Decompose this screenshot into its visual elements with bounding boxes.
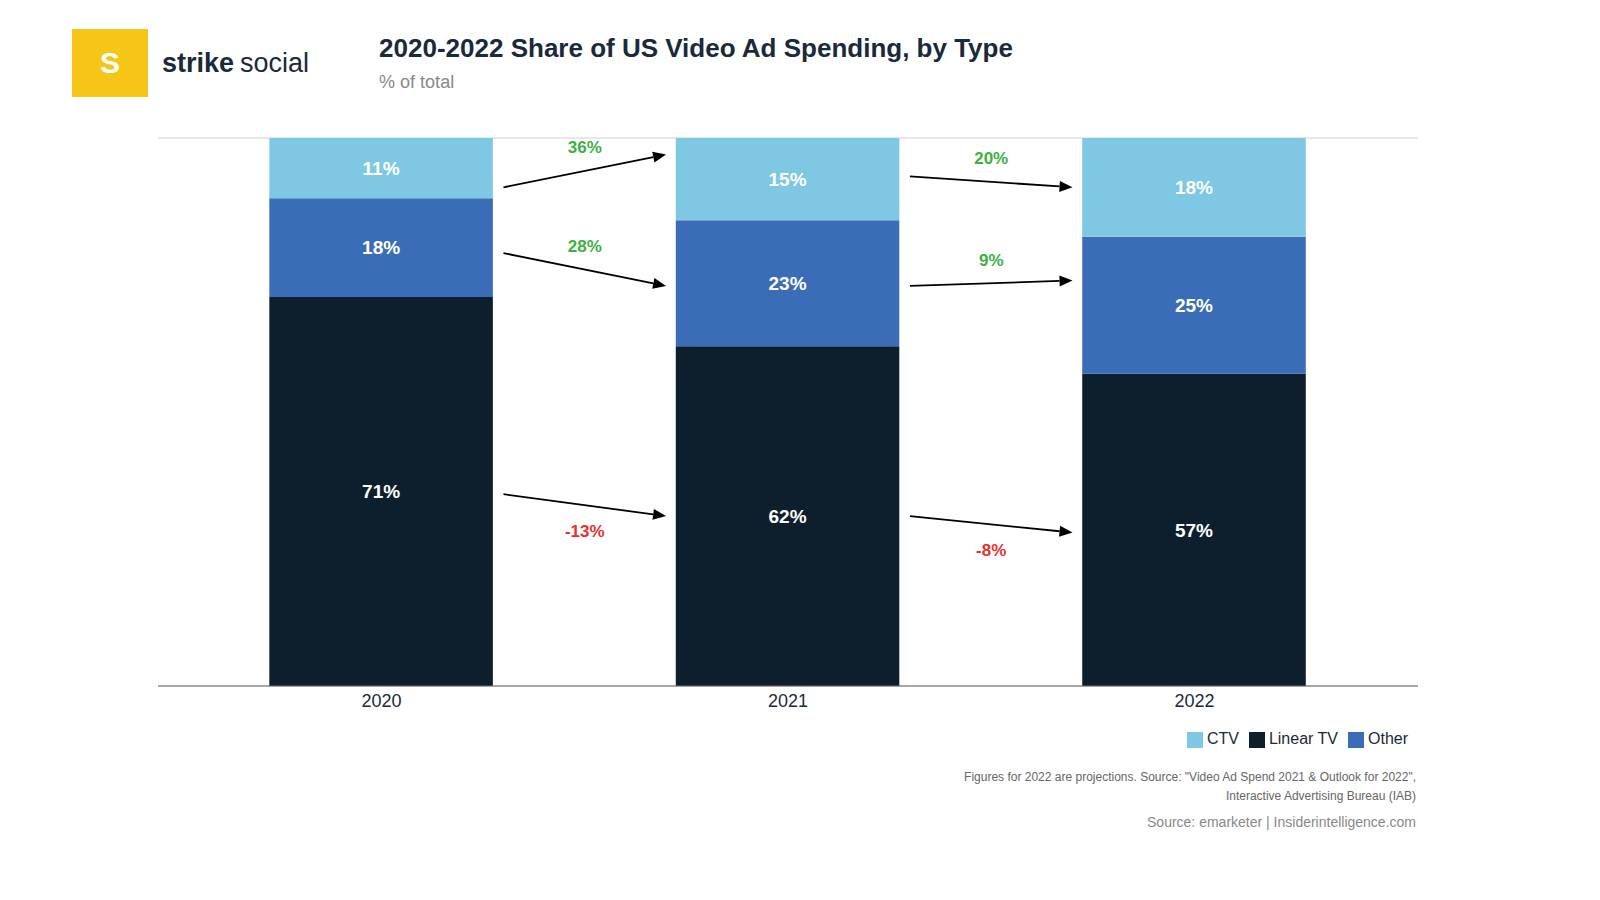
svg-text:2021: 2021 [768, 691, 808, 711]
svg-text:25%: 25% [1175, 295, 1213, 316]
svg-text:2020: 2020 [362, 691, 402, 711]
svg-text:-8%: -8% [976, 541, 1006, 560]
svg-text:9%: 9% [979, 251, 1004, 270]
html-text:Figures for 2022 are projectio: Figures for 2022 are projections. Source… [964, 770, 1416, 784]
svg-text:18%: 18% [362, 237, 400, 258]
svg-text:28%: 28% [568, 237, 602, 256]
svg-text:36%: 36% [568, 138, 602, 157]
svg-text:18%: 18% [1175, 177, 1213, 198]
svg-text:57%: 57% [1175, 520, 1213, 541]
svg-text:23%: 23% [769, 273, 807, 294]
html-text:strike social: strike social [162, 47, 310, 78]
svg-text:11%: 11% [363, 158, 400, 179]
svg-text:15%: 15% [769, 169, 807, 190]
svg-text:71%: 71% [362, 481, 400, 502]
svg-text:-13%: -13% [565, 522, 605, 541]
html-text:2020-2022 Share of US Video Ad: 2020-2022 Share of US Video Ad Spending,… [379, 33, 1013, 63]
html-text:CTV: CTV [1206, 730, 1239, 747]
html-text:Interactive Advertising Bureau: Interactive Advertising Bureau (IAB) [1225, 789, 1416, 804]
html-text:S: S [100, 46, 120, 79]
html-text:% of total: % of total [379, 72, 455, 92]
svg-text:20%: 20% [974, 149, 1008, 168]
svg-text:2022: 2022 [1174, 691, 1214, 711]
html-text:Source: emarketer | Insiderint: Source: emarketer | Insiderintelligence.… [1147, 814, 1416, 831]
html-text:Linear TV: Linear TV [1268, 730, 1338, 747]
html-text:Other: Other [1368, 730, 1408, 747]
svg-text:62%: 62% [769, 506, 807, 527]
